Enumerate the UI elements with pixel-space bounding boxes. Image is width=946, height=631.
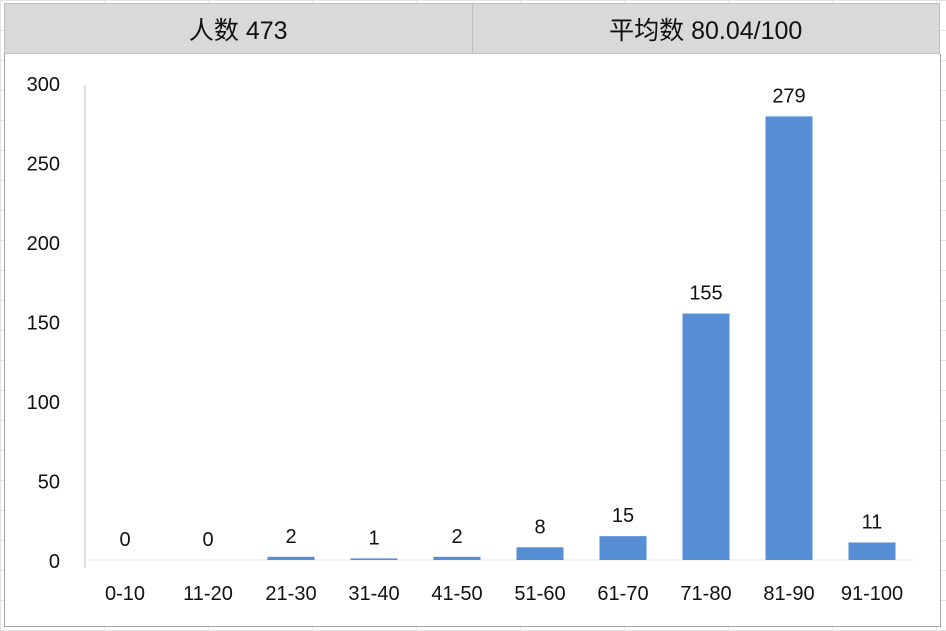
x-tick-label: 21-30 xyxy=(265,583,316,605)
x-tick-label: 31-40 xyxy=(348,583,399,605)
count-cell[interactable]: 人数 473 xyxy=(188,16,288,45)
bar-91-100 xyxy=(848,542,896,560)
y-tick-label: 0 xyxy=(49,551,60,573)
bar-51-60 xyxy=(516,547,564,560)
x-tick-label: 81-90 xyxy=(763,583,814,605)
bar-71-80 xyxy=(682,313,730,560)
data-label: 15 xyxy=(612,505,634,527)
data-label: 0 xyxy=(119,529,130,551)
bar-61-70 xyxy=(599,536,647,560)
data-label: 155 xyxy=(689,283,722,305)
bar-21-30 xyxy=(267,556,315,560)
y-tick-label: 150 xyxy=(27,313,60,335)
y-tick-label: 50 xyxy=(38,472,60,494)
y-tick-label: 300 xyxy=(27,74,60,96)
data-label: 2 xyxy=(451,526,462,548)
bar-81-90 xyxy=(765,116,813,560)
data-label: 8 xyxy=(534,516,545,538)
data-label: 2 xyxy=(285,526,296,548)
data-label: 11 xyxy=(862,512,883,534)
summary-header: 人数 473 平均数 80.04/100 xyxy=(4,3,940,54)
x-tick-label: 0-10 xyxy=(105,583,145,605)
data-label: 0 xyxy=(202,529,213,551)
bar-41-50 xyxy=(433,556,481,560)
y-tick-label: 100 xyxy=(27,392,60,414)
x-tick-label: 51-60 xyxy=(514,583,565,605)
y-tick-label: 200 xyxy=(27,233,60,255)
x-tick-label: 41-50 xyxy=(431,583,482,605)
data-label: 1 xyxy=(368,527,379,549)
x-tick-label: 71-80 xyxy=(680,583,731,605)
x-tick-label: 11-20 xyxy=(183,583,233,605)
x-tick-label: 61-70 xyxy=(597,583,648,605)
average-cell[interactable]: 平均数 80.04/100 xyxy=(471,4,940,53)
bar-31-40 xyxy=(350,558,398,560)
x-tick-label: 91-100 xyxy=(841,583,903,605)
data-label: 279 xyxy=(772,85,805,107)
y-tick-label: 250 xyxy=(27,154,60,176)
